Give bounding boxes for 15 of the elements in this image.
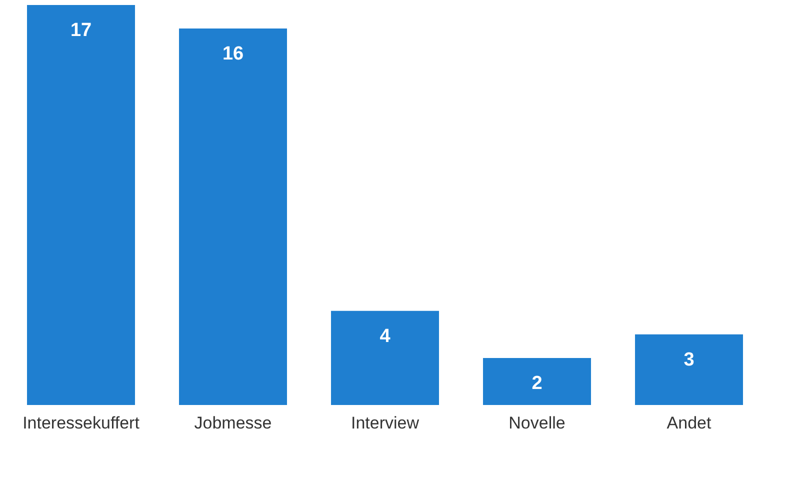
data-label: 17 xyxy=(70,20,92,41)
bar xyxy=(179,28,287,405)
x-tick-label: Interessekuffert xyxy=(22,414,140,432)
data-label: 2 xyxy=(532,372,542,394)
x-tick-label: Andet xyxy=(666,414,712,432)
bar xyxy=(635,334,743,405)
data-label: 3 xyxy=(684,349,694,370)
data-label: 4 xyxy=(380,326,391,347)
bar xyxy=(27,5,135,405)
bar xyxy=(331,310,439,405)
bar xyxy=(483,358,591,405)
data-label: 16 xyxy=(222,44,244,65)
x-tick-label: Novelle xyxy=(508,414,566,432)
x-tick-label: Jobmesse xyxy=(194,414,272,432)
x-tick-label: Interview xyxy=(350,414,420,432)
